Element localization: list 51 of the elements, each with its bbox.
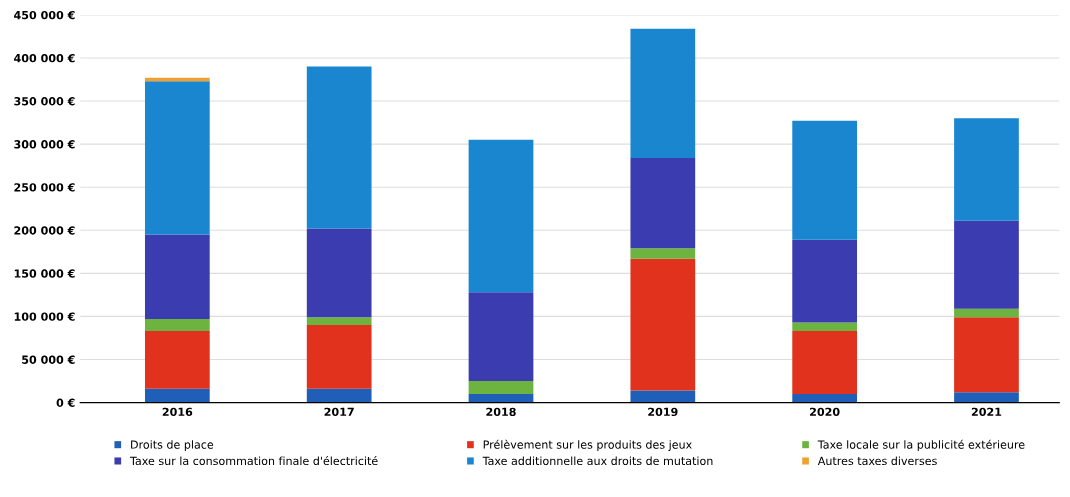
bar: [954, 220, 1019, 309]
x-tick-label: 2021: [971, 407, 1002, 417]
bar: [144, 81, 210, 235]
y-tick-label: 300 000 €: [14, 140, 75, 149]
bar: [144, 319, 210, 332]
y-tick-label: 200 000 €: [14, 226, 75, 235]
bar: [792, 120, 858, 240]
y-tick-label: 50 000 €: [22, 355, 75, 364]
y-tick-label: 250 000 €: [14, 183, 75, 192]
bar: [792, 322, 858, 332]
x-tick-label: 2019: [648, 407, 678, 417]
bar: [630, 248, 696, 259]
bar: [630, 28, 696, 158]
bar: [306, 317, 372, 326]
x-tick-label: 2020: [810, 407, 840, 417]
bar: [954, 308, 1019, 318]
bar: [306, 66, 372, 229]
legend-label: Taxe sur la consommation finale d'électricité: [129, 456, 378, 466]
x-tick-label: 2016: [162, 407, 193, 417]
legend-label: Droits de place: [131, 440, 214, 451]
bar: [306, 388, 372, 403]
bar: [630, 258, 696, 391]
bar: [468, 139, 534, 293]
bar: [630, 157, 696, 249]
y-tick-label: 0 €: [56, 398, 75, 407]
y-tick-label: 450 000 €: [14, 10, 75, 20]
bar: [792, 331, 858, 394]
bar: [144, 388, 210, 403]
y-tick-label: 100 000 €: [14, 312, 75, 321]
legend-label: Taxe additionnelle aux droits de mutation: [482, 456, 713, 466]
bar: [954, 317, 1019, 393]
bar: [954, 392, 1019, 403]
bar: [792, 393, 858, 403]
y-tick-label: 350 000 €: [14, 97, 75, 106]
y-tick-label: 400 000 €: [14, 53, 75, 63]
x-tick-label: 2018: [486, 407, 516, 417]
bar: [792, 239, 858, 323]
legend-label: Autres taxes diverses: [817, 456, 937, 466]
bar: [306, 325, 372, 389]
legend-label: Taxe locale sur la publicité extérieure: [817, 439, 1025, 451]
bar: [144, 234, 210, 320]
bar: [954, 118, 1019, 221]
bar: [306, 228, 372, 318]
legend-label: Prélèvement sur les produits des jeux: [483, 439, 692, 451]
bar: [468, 381, 534, 394]
bar: [144, 331, 210, 389]
y-tick-label: 150 000 €: [14, 269, 75, 278]
bar: [468, 393, 534, 403]
x-tick-label: 2017: [324, 407, 354, 417]
bar: [468, 292, 534, 382]
bar: [630, 390, 696, 403]
